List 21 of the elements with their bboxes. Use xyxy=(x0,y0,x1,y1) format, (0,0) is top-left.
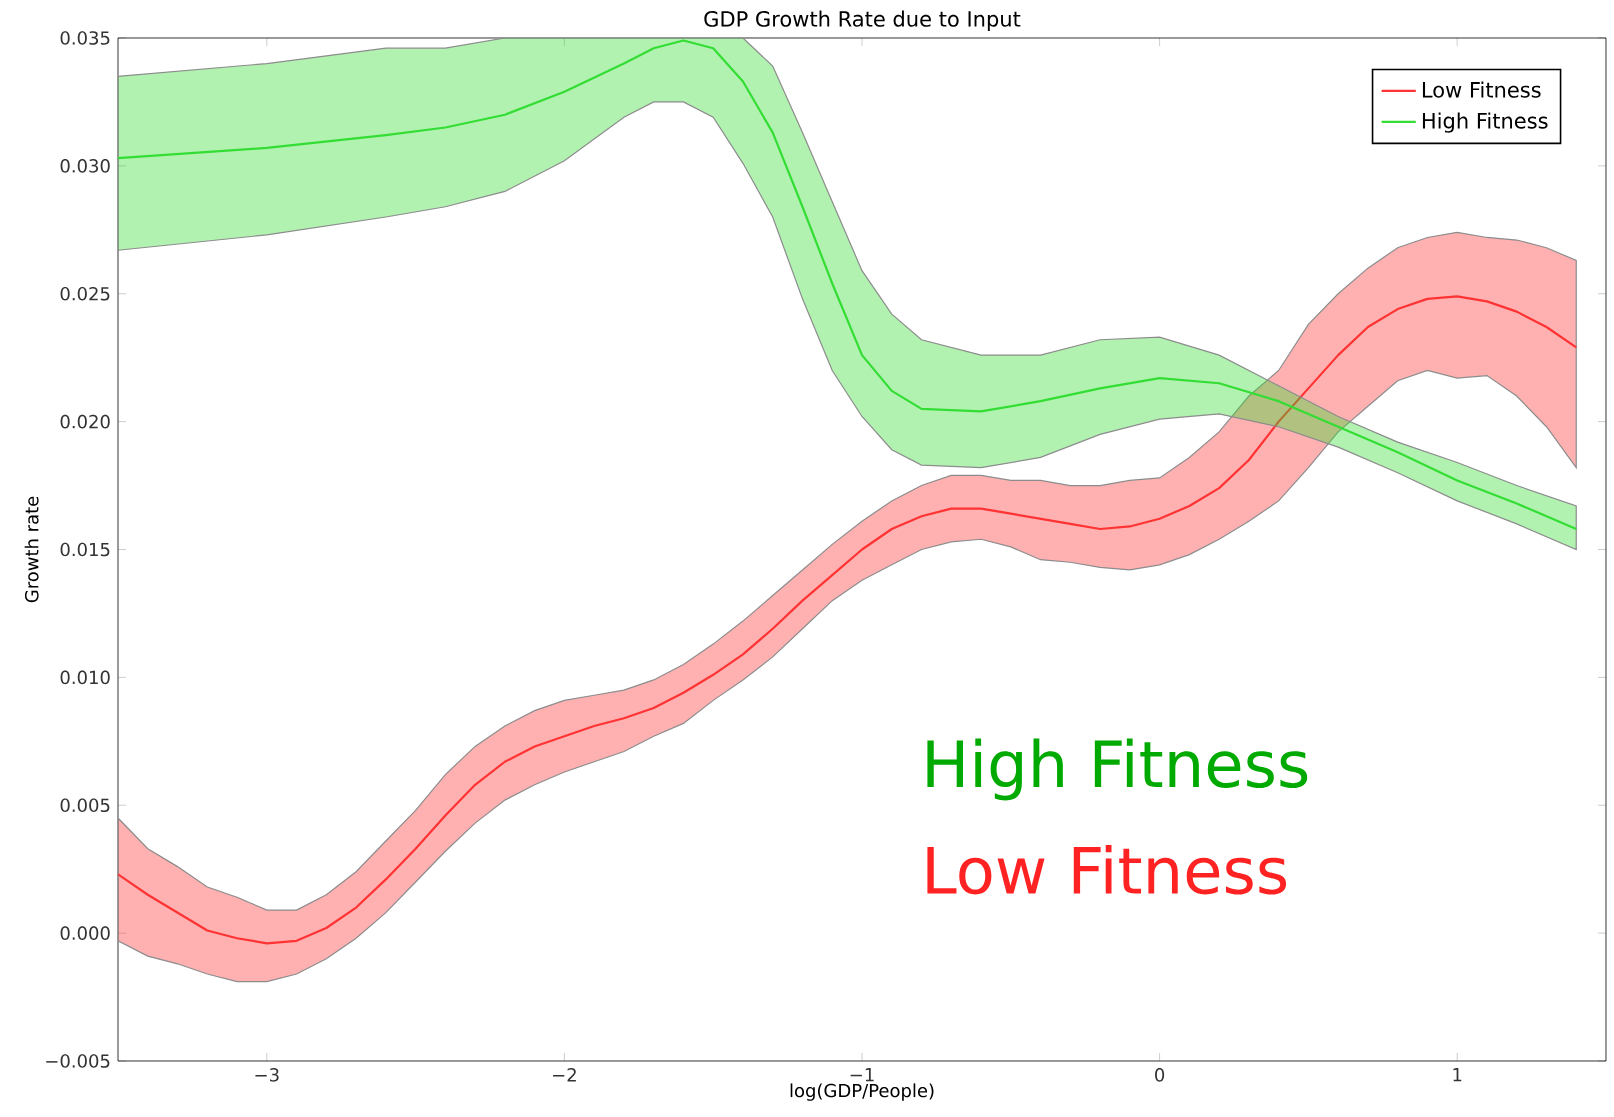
x-tick-label: −2 xyxy=(553,1068,576,1082)
y-tick-label: −0.005 xyxy=(46,1054,110,1068)
x-tick-label: −1 xyxy=(850,1068,874,1082)
x-tick-label: 1 xyxy=(1453,1068,1462,1082)
y-tick-label: 0.020 xyxy=(60,414,110,429)
legend-label: High Fitness xyxy=(1422,112,1548,133)
y-axis-title: Growth rate xyxy=(24,496,39,603)
y-tick-label: 0.035 xyxy=(60,31,110,45)
y-tick-label: 0.005 xyxy=(60,798,110,813)
y-tick-label: 0.015 xyxy=(60,542,110,557)
annotation: High Fitness xyxy=(927,738,1308,801)
legend-label: Low Fitness xyxy=(1422,81,1541,98)
x-tick-label: −3 xyxy=(255,1068,279,1082)
x-axis-title: log(GDP/People) xyxy=(790,1083,934,1101)
y-tick-label: 0.010 xyxy=(60,670,110,685)
annotation: Low Fitness xyxy=(927,844,1287,895)
chart-title: GDP Growth Rate due to Input xyxy=(704,10,1021,31)
x-tick-label: 0 xyxy=(1155,1068,1165,1082)
y-tick-label: 0.025 xyxy=(60,286,110,301)
y-tick-label: 0.000 xyxy=(60,926,110,940)
y-tick-label: 0.030 xyxy=(60,159,110,173)
